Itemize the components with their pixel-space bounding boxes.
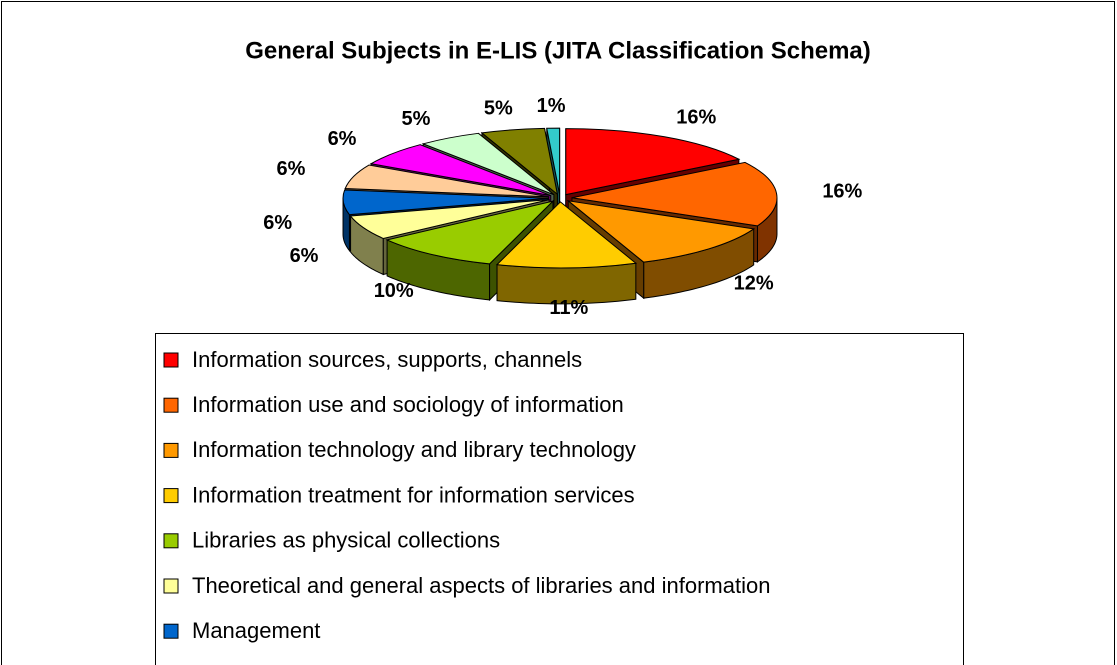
legend-box [155,333,964,665]
data-label: 6% [328,128,357,150]
legend-label: Information treatment for information se… [192,482,635,507]
slice [385,200,555,265]
legend-label: Theoretical and general aspects of libra… [192,573,770,598]
legend-swatch [163,352,179,368]
data-label: 6% [276,158,305,180]
data-label: 5% [484,97,513,119]
legend-swatch [163,397,179,413]
slice [480,127,559,196]
data-label: 6% [290,245,319,267]
data-label: 1% [537,95,566,117]
data-label: 5% [402,108,431,130]
data-label: 12% [734,272,774,294]
legend-swatch [163,442,179,458]
slice [342,189,549,216]
slice [495,201,638,269]
slice [421,132,555,196]
slice [571,161,778,227]
legend-swatch [163,578,179,594]
legend-swatch [163,488,179,504]
legend-swatch [163,533,179,549]
legend-swatch [163,623,179,639]
legend-label: Information technology and library techn… [192,437,636,462]
data-label: 6% [263,212,292,234]
legend-label: Libraries as physical collections [192,528,500,553]
data-label: 10% [374,280,414,302]
slice [344,164,549,198]
slice [566,200,756,263]
slice [565,128,741,196]
legend-label: Management [192,618,320,643]
data-label: 16% [676,106,716,128]
slice [349,199,550,239]
data-label: 16% [822,181,862,203]
slice [369,144,551,197]
legend-label: Information sources, supports, channels [192,347,582,372]
chart-title: General Subjects in E-LIS (JITA Classifi… [245,37,871,64]
data-label: 11% [549,297,588,319]
slice [546,127,561,195]
legend-label: Information use and sociology of informa… [192,392,624,417]
